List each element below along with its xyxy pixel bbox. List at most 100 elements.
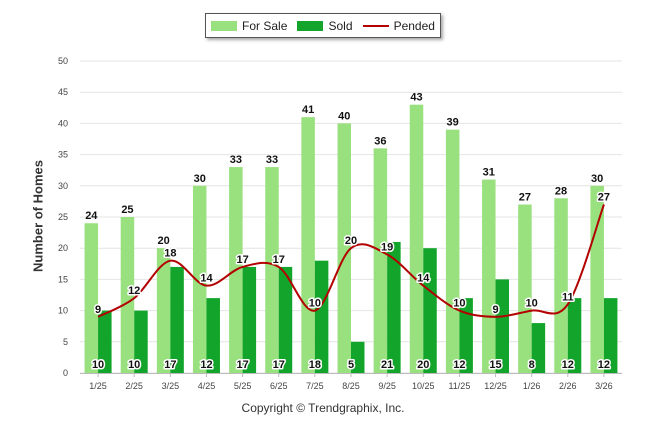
y-tick-label: 30 <box>58 181 68 191</box>
data-label-pended: 20 <box>345 235 357 247</box>
bar-for-sale <box>373 148 388 373</box>
data-label-sold-halo: 20 <box>417 359 429 371</box>
data-label-pended-halo: 17 <box>273 254 285 266</box>
data-label-for-sale: 43 <box>410 92 422 104</box>
bar-for-sale <box>518 204 532 373</box>
data-label-sold: 10 <box>92 359 104 371</box>
data-label-pended-halo: 19 <box>381 241 393 253</box>
data-label-sold: 18 <box>309 359 321 371</box>
legend: For Sale Sold Pended <box>205 13 441 38</box>
data-label-for-sale: 41 <box>302 104 314 116</box>
x-tick-label: 1/25 <box>89 381 107 391</box>
bar-for-sale <box>554 198 568 373</box>
data-label-for-sale: 20 <box>157 235 169 247</box>
x-tick-label: 3/26 <box>595 381 613 391</box>
x-tick-label: 7/25 <box>306 381 324 391</box>
y-tick-label: 50 <box>58 56 68 66</box>
bar-for-sale <box>482 179 496 373</box>
bar-for-sale <box>192 185 207 373</box>
bar-for-sale <box>337 123 351 374</box>
data-label-sold-halo: 5 <box>348 359 354 371</box>
bar-sold <box>459 298 473 373</box>
data-label-pended-halo: 9 <box>95 304 101 316</box>
bar-for-sale <box>84 223 99 373</box>
data-label-pended-halo: 20 <box>345 235 357 247</box>
y-tick-label: 40 <box>58 118 68 128</box>
data-label-pended: 10 <box>453 298 465 310</box>
data-label-pended: 10 <box>526 298 538 310</box>
legend-label-pended: Pended <box>393 18 435 33</box>
data-label-sold-halo: 21 <box>381 359 393 371</box>
data-label-sold-halo: 18 <box>309 359 321 371</box>
data-label-sold: 5 <box>348 359 354 371</box>
bar-sold <box>206 298 220 373</box>
data-label-pended: 9 <box>492 304 498 316</box>
data-label-pended: 19 <box>381 241 393 253</box>
bar-sold <box>423 248 437 373</box>
data-label-for-sale: 30 <box>194 173 206 185</box>
x-tick-label: 8/25 <box>342 381 360 391</box>
data-label-pended-halo: 11 <box>562 291 574 303</box>
data-label-for-sale: 33 <box>266 154 278 166</box>
data-label-sold: 21 <box>381 359 393 371</box>
legend-item-for-sale[interactable]: For Sale <box>211 19 287 33</box>
data-label-pended: 12 <box>128 285 140 297</box>
data-label-pended-halo: 27 <box>598 192 610 204</box>
x-tick-label: 5/25 <box>234 381 252 391</box>
data-label-pended: 14 <box>200 273 213 285</box>
data-label-sold: 12 <box>562 359 574 371</box>
y-tick-label: 25 <box>58 212 68 222</box>
x-tick-label: 11/25 <box>448 381 470 391</box>
copyright-footer: Copyright © Trendgraphix, Inc. <box>241 401 405 415</box>
data-label-for-sale: 33 <box>230 154 242 166</box>
bar-sold <box>278 266 293 373</box>
data-label-pended-halo: 12 <box>128 285 140 297</box>
bar-for-sale <box>590 185 604 373</box>
data-label-sold-halo: 8 <box>529 359 535 371</box>
data-label-sold-halo: 17 <box>236 359 248 371</box>
data-label-sold-halo: 12 <box>562 359 574 371</box>
y-tick-label: 10 <box>58 306 68 316</box>
data-label-pended-halo: 10 <box>453 298 465 310</box>
data-label-for-sale: 36 <box>374 135 386 147</box>
bar-sold <box>495 279 510 373</box>
x-tick-label: 12/25 <box>484 381 507 391</box>
data-label-pended: 17 <box>273 254 285 266</box>
data-label-for-sale: 31 <box>483 167 495 179</box>
bar-sold <box>603 298 618 373</box>
data-label-pended: 27 <box>598 192 610 204</box>
bar-sold <box>531 323 546 373</box>
y-tick-label: 0 <box>63 368 68 378</box>
data-label-for-sale: 40 <box>338 110 350 122</box>
x-tick-label: 2/25 <box>125 381 143 391</box>
x-tick-label: 3/25 <box>162 381 180 391</box>
data-label-sold: 12 <box>598 359 610 371</box>
data-label-sold-halo: 17 <box>273 359 285 371</box>
data-label-pended-halo: 14 <box>200 273 213 285</box>
data-label-pended-halo: 9 <box>492 304 498 316</box>
data-label-for-sale: 39 <box>447 117 459 129</box>
bar-sold <box>351 341 365 373</box>
data-label-pended-halo: 18 <box>164 248 176 260</box>
data-label-sold: 17 <box>273 359 285 371</box>
legend-item-pended[interactable]: Pended <box>362 18 435 33</box>
x-tick-label: 1/26 <box>523 381 541 391</box>
data-label-for-sale: 25 <box>121 204 133 216</box>
legend-label-for-sale: For Sale <box>242 18 288 33</box>
x-tick-label: 4/25 <box>198 381 216 391</box>
bar-sold <box>170 266 184 373</box>
bar-for-sale <box>301 117 315 373</box>
data-label-pended: 9 <box>95 304 101 316</box>
bar-for-sale <box>409 104 424 374</box>
data-label-sold-halo: 10 <box>92 359 104 371</box>
data-label-for-sale: 28 <box>555 185 567 197</box>
data-label-sold-halo: 10 <box>128 359 140 371</box>
bar-sold <box>387 241 401 373</box>
bar-sold <box>98 310 112 373</box>
legend-item-sold[interactable]: Sold <box>297 19 353 33</box>
bar-sold <box>567 298 582 373</box>
legend-swatch-sold <box>297 20 324 31</box>
data-label-pended: 17 <box>236 254 248 266</box>
legend-swatch-pended <box>362 24 389 27</box>
